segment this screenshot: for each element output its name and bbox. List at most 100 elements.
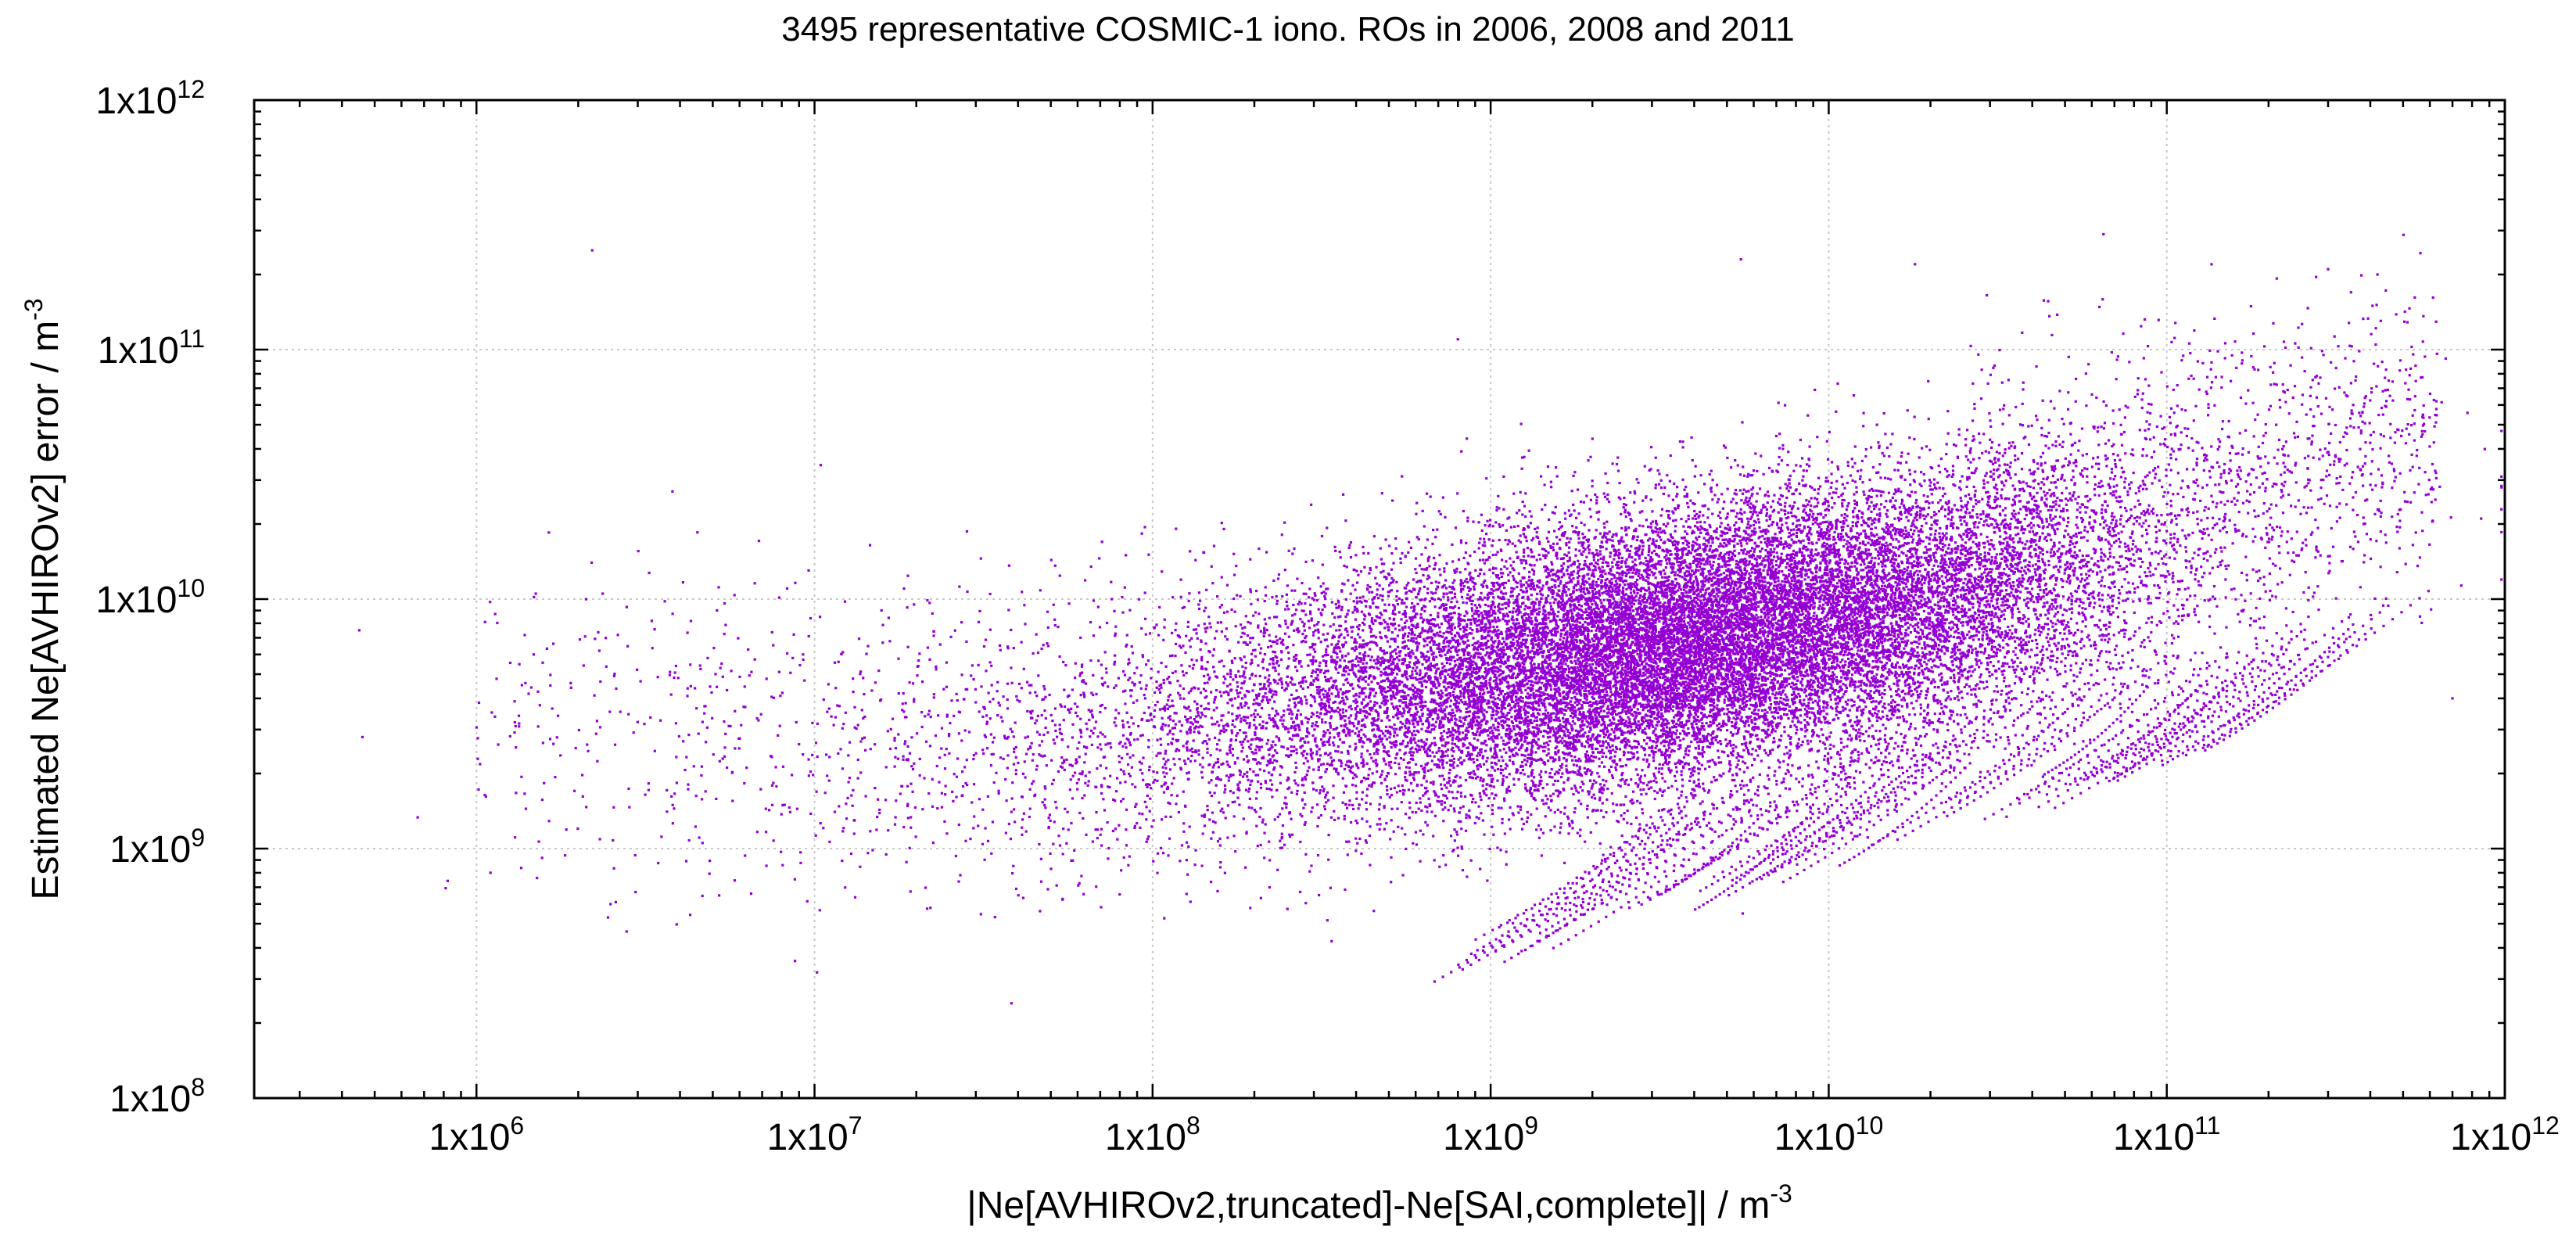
- scatter-point: [1558, 589, 1561, 592]
- scatter-point: [2372, 430, 2375, 434]
- scatter-point: [1147, 745, 1150, 748]
- scatter-point: [2177, 615, 2180, 618]
- scatter-point: [1621, 649, 1624, 652]
- scatter-point: [1954, 599, 1957, 602]
- scatter-point: [1869, 712, 1872, 715]
- scatter-point: [1774, 621, 1778, 624]
- scatter-point: [1368, 738, 1371, 741]
- scatter-point: [1855, 734, 1858, 738]
- scatter-point: [1428, 555, 1431, 558]
- scatter-point: [1730, 616, 1733, 619]
- scatter-point: [1333, 767, 1336, 770]
- scatter-point: [2097, 591, 2101, 594]
- scatter-point: [1752, 638, 1755, 642]
- scatter-point: [1379, 823, 1382, 826]
- scatter-point: [2077, 531, 2080, 535]
- scatter-point: [1348, 544, 1351, 547]
- scatter-point: [1585, 662, 1588, 665]
- scatter-point: [1688, 623, 1692, 626]
- scatter-point: [2072, 574, 2076, 577]
- scatter-point: [1622, 690, 1625, 693]
- scatter-point: [1735, 698, 1738, 702]
- scatter-point: [1780, 624, 1783, 627]
- scatter-point: [1391, 650, 1394, 653]
- scatter-point: [1710, 738, 1713, 741]
- scatter-point: [1496, 581, 1499, 584]
- scatter-point: [1828, 651, 1832, 654]
- scatter-point: [1438, 654, 1441, 657]
- scatter-point: [1455, 797, 1458, 800]
- scatter-point: [1595, 496, 1598, 499]
- scatter-point: [1224, 677, 1227, 680]
- scatter-point: [1595, 680, 1598, 683]
- scatter-point: [1497, 609, 1500, 612]
- scatter-point: [1445, 656, 1448, 660]
- scatter-point: [1787, 626, 1790, 629]
- scatter-point: [1188, 825, 1191, 828]
- scatter-point: [1907, 588, 1910, 591]
- scatter-point: [1714, 712, 1717, 715]
- scatter-point: [1889, 561, 1893, 564]
- scatter-point: [1878, 608, 1882, 611]
- scatter-point: [1652, 658, 1655, 661]
- scatter-point: [1576, 572, 1579, 575]
- scatter-point: [1949, 560, 1952, 563]
- scatter-point: [1941, 505, 1944, 508]
- scatter-point: [1826, 565, 1829, 568]
- scatter-point: [2231, 542, 2234, 545]
- scatter-point: [1844, 628, 1847, 631]
- scatter-point: [1531, 586, 1534, 589]
- scatter-point: [1167, 695, 1170, 698]
- scatter-point: [2039, 588, 2042, 591]
- scatter-point: [1717, 497, 1720, 501]
- scatter-point: [1537, 690, 1541, 693]
- scatter-point: [1058, 574, 1061, 577]
- scatter-point: [2032, 669, 2036, 673]
- scatter-point: [1100, 748, 1103, 751]
- scatter-point: [2031, 530, 2034, 533]
- scatter-point: [2066, 598, 2069, 601]
- scatter-point: [2061, 473, 2064, 476]
- scatter-point: [1519, 739, 1522, 742]
- scatter-point: [1696, 701, 1699, 704]
- scatter-point: [2500, 578, 2503, 581]
- scatter-point: [1835, 709, 1839, 713]
- scatter-point: [1930, 644, 1933, 648]
- scatter-point: [1544, 504, 1547, 507]
- scatter-point: [2082, 559, 2085, 562]
- scatter-point: [2035, 365, 2038, 368]
- scatter-point: [1574, 787, 1577, 790]
- scatter-point: [1495, 688, 1499, 691]
- scatter-point: [1663, 640, 1667, 643]
- scatter-point: [1141, 772, 1144, 775]
- scatter-point: [1735, 608, 1738, 611]
- scatter-point: [1254, 732, 1257, 735]
- scatter-point: [2010, 444, 2013, 447]
- scatter-point: [2003, 525, 2006, 528]
- scatter-point: [845, 817, 849, 820]
- scatter-point: [1861, 669, 1864, 672]
- scatter-point: [1921, 603, 1924, 606]
- scatter-point: [1100, 663, 1103, 666]
- scatter-point: [1968, 493, 1971, 496]
- scatter-point: [1578, 766, 1581, 769]
- scatter-point: [1776, 646, 1779, 649]
- scatter-point: [1955, 508, 1958, 512]
- scatter-point: [1727, 581, 1731, 585]
- scatter-point: [1214, 761, 1218, 764]
- scatter-point: [1756, 574, 1760, 577]
- scatter-point: [1857, 802, 1860, 805]
- scatter-point: [1904, 679, 1907, 682]
- scatter-point: [1620, 660, 1623, 663]
- scatter-point: [1727, 577, 1730, 581]
- scatter-point: [1535, 807, 1538, 810]
- scatter-point: [2258, 569, 2261, 573]
- scatter-point: [1870, 446, 1873, 449]
- scatter-point: [1857, 555, 1860, 558]
- scatter-point: [1659, 580, 1663, 584]
- scatter-point: [1824, 716, 1827, 720]
- scatter-point: [1792, 625, 1795, 628]
- scatter-point: [1788, 486, 1792, 489]
- scatter-point: [1506, 733, 1509, 736]
- scatter-point: [905, 758, 908, 761]
